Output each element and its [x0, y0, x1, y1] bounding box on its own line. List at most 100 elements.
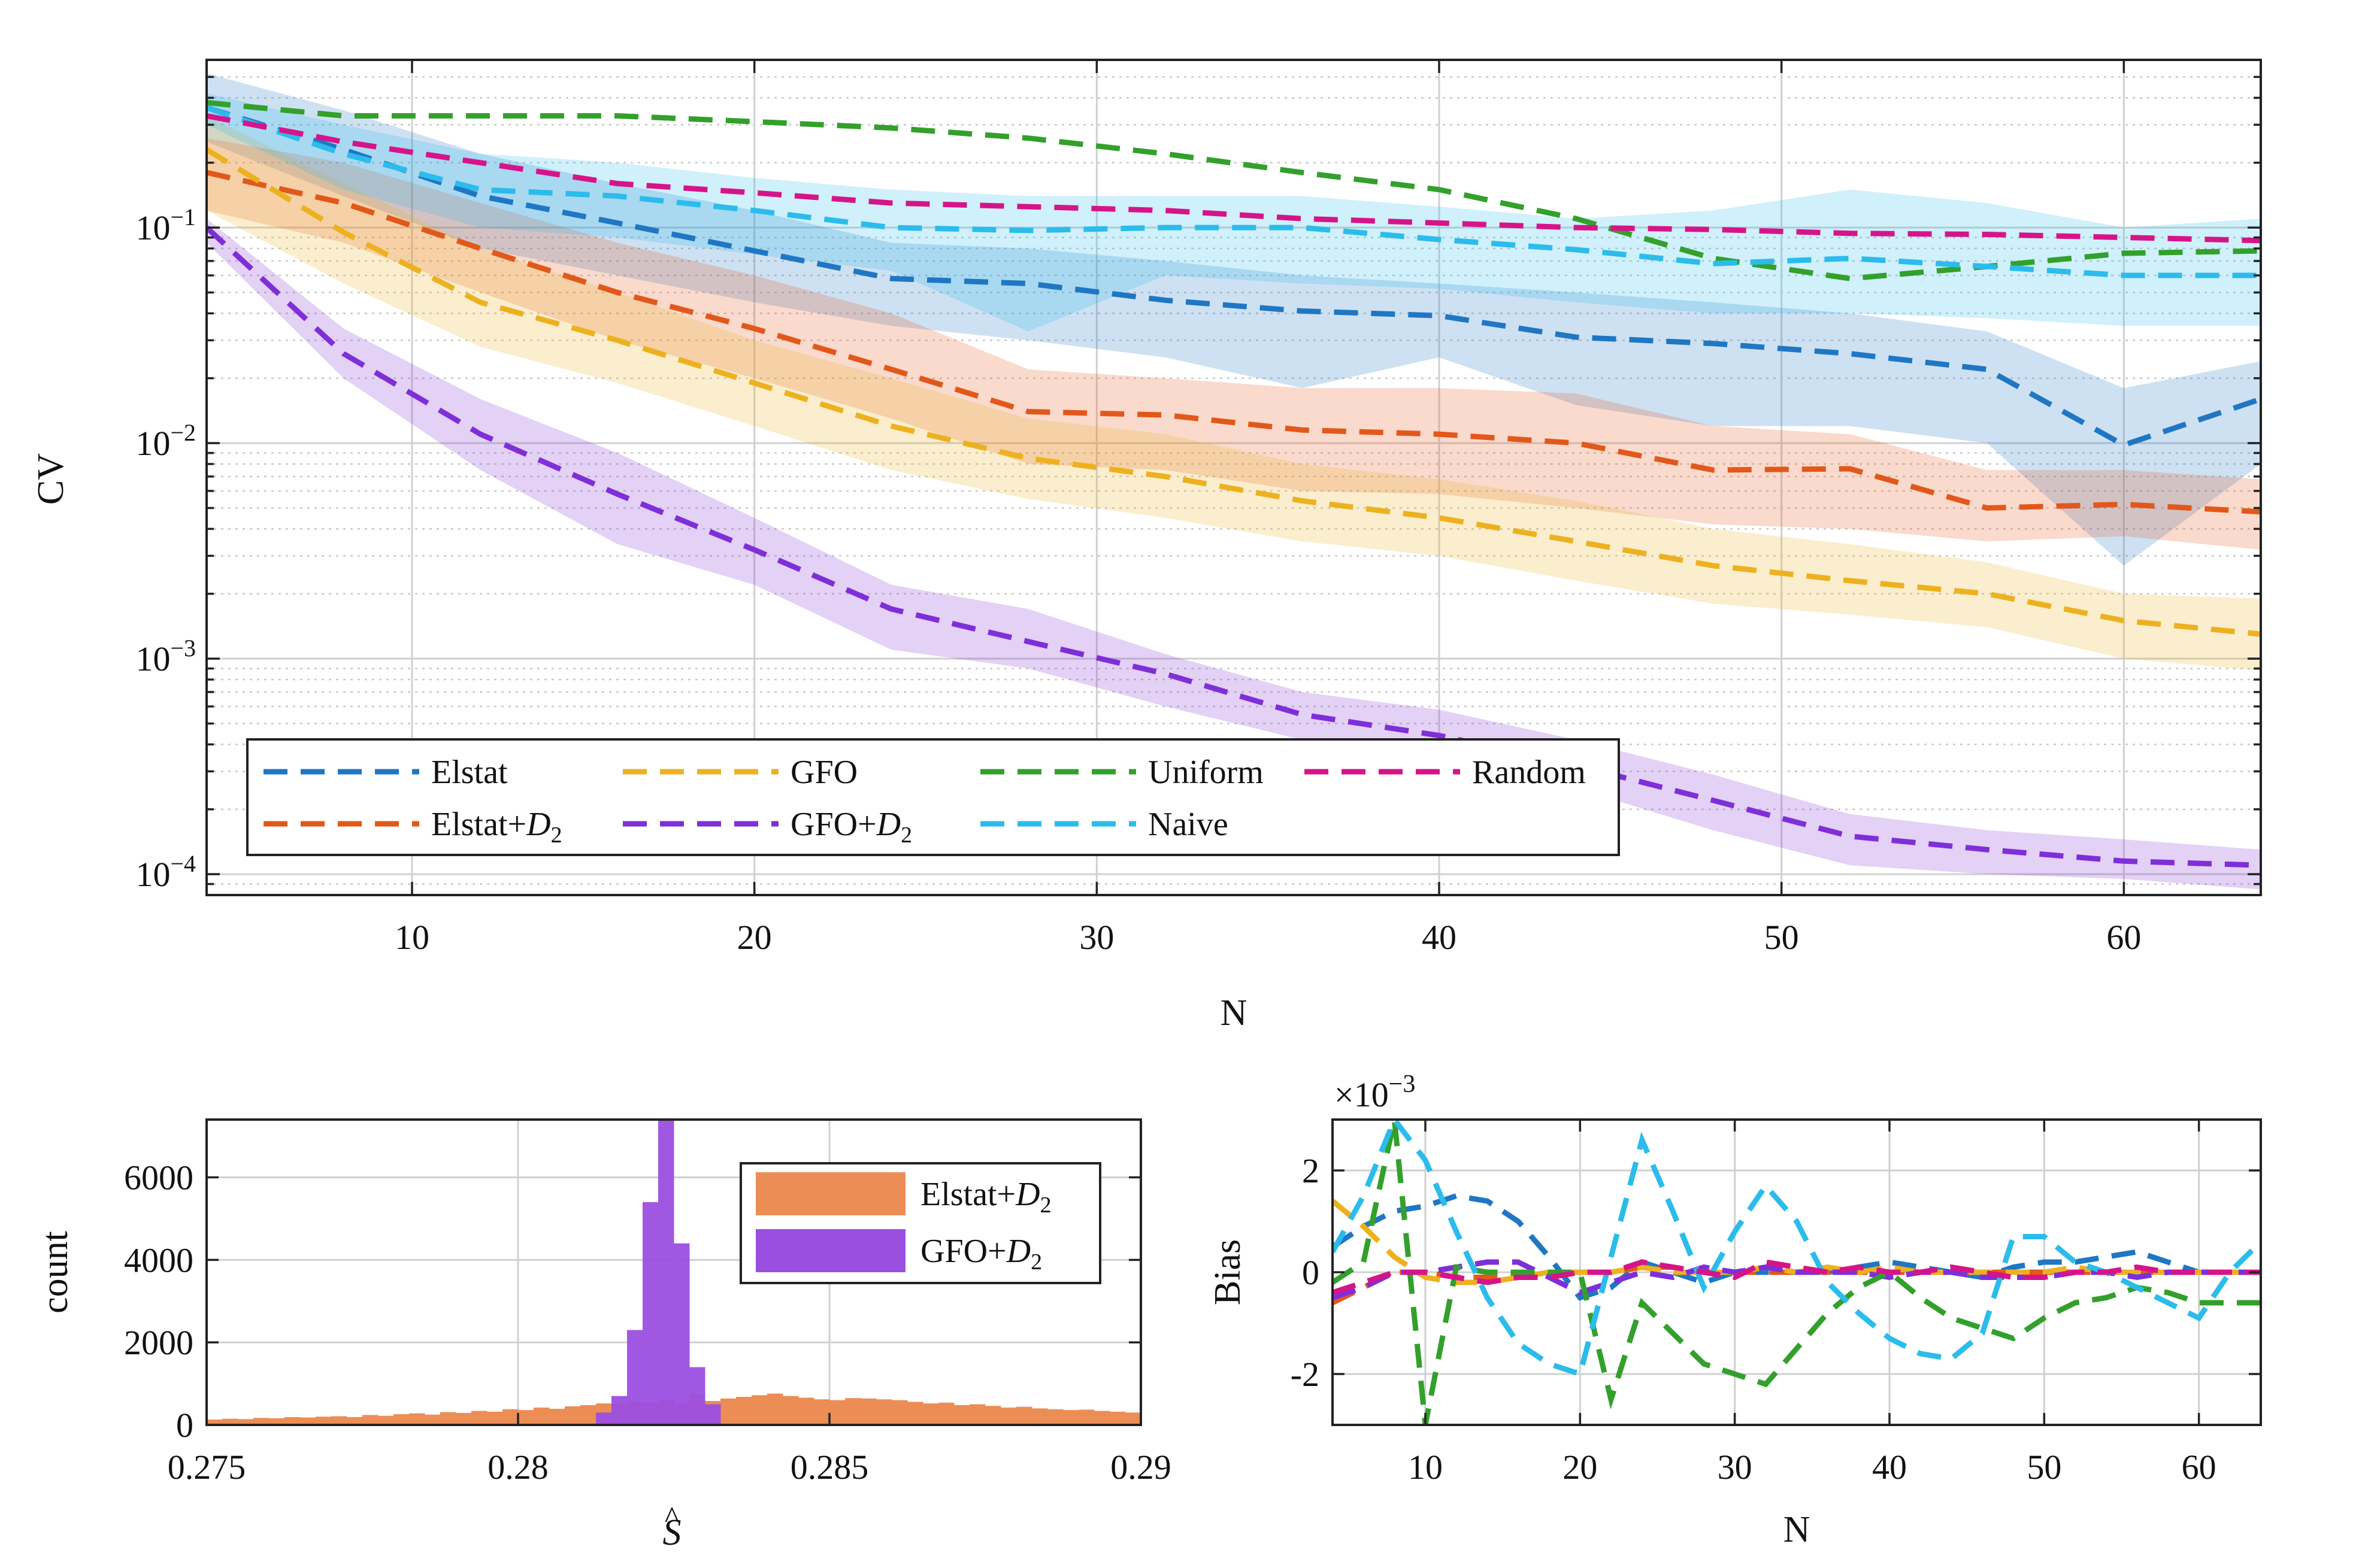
cv-x-axis-label: N — [1221, 993, 1247, 1033]
histogram-bar-elstat-plus-d2 — [1110, 1411, 1126, 1425]
cv-line-gfo — [207, 147, 2261, 637]
histogram-plot-frame — [205, 1118, 1142, 1426]
bias-x-axis-label: N — [1783, 1509, 1810, 1550]
bias-multiplier: ×10−3 — [1334, 1070, 1415, 1114]
bias-y-tick-label: 2 — [1302, 1151, 1319, 1190]
cv-panel: 10 20 30 40 50 60 10−1 10−2 10−3 10−4 CV N Elstat… — [31, 59, 2262, 1033]
histogram-bar-elstat-plus-d2 — [471, 1411, 487, 1425]
histogram-bar-elstat-plus-d2 — [440, 1412, 456, 1425]
histogram-bar-gfo-plus-d2 — [658, 1120, 674, 1425]
cv-band-gfo — [207, 116, 2261, 671]
cv-x-tick-label: 60 — [2106, 918, 2141, 957]
cv-uncertainty-bands — [207, 73, 2261, 890]
histogram-y-tick-label: 4000 — [124, 1241, 193, 1279]
histogram-bar-elstat-plus-d2 — [954, 1405, 970, 1425]
cv-line-elstat-plus-d2 — [207, 169, 2261, 515]
histogram-bar-elstat-plus-d2 — [829, 1400, 846, 1425]
histogram-bar-gfo-plus-d2 — [674, 1243, 690, 1425]
histogram-bar-elstat-plus-d2 — [736, 1397, 752, 1425]
histogram-bar-gfo-plus-d2 — [596, 1412, 612, 1425]
cv-x-tick-label: 30 — [1079, 918, 1114, 957]
histogram-bar-elstat-plus-d2 — [549, 1409, 565, 1425]
histogram-legend-label-gfo-plus-d2: GFO+D2 — [920, 1233, 1042, 1275]
histogram-bar-elstat-plus-d2 — [767, 1393, 783, 1425]
histogram-bar-elstat-plus-d2 — [783, 1396, 799, 1425]
histogram-bar-elstat-plus-d2 — [1125, 1412, 1141, 1425]
cv-y-tick-label: 10−4 — [135, 850, 196, 894]
histogram-bar-elstat-plus-d2 — [1079, 1409, 1095, 1425]
histogram-bar-elstat-plus-d2 — [1063, 1410, 1079, 1425]
cv-legend-label-naive: Naive — [1148, 806, 1228, 843]
cv-series-lines — [207, 99, 2261, 868]
histogram-bar-elstat-plus-d2 — [222, 1418, 238, 1425]
cv-legend-label-elstat: Elstat — [431, 754, 508, 791]
histogram-x-tick-label: 0.29 — [1110, 1448, 1171, 1487]
cv-y-tick-label: 10−3 — [135, 635, 196, 678]
histogram-bar-elstat-plus-d2 — [923, 1403, 939, 1425]
cv-legend-label-random: Random — [1472, 754, 1586, 791]
histogram-bar-elstat-plus-d2 — [456, 1413, 472, 1425]
histogram-bar-elstat-plus-d2 — [938, 1402, 955, 1425]
histogram-legend-swatch-gfo-plus-d2 — [756, 1229, 906, 1272]
histogram-y-tick-label: 2000 — [124, 1323, 193, 1362]
cv-line-gfo-plus-d2 — [207, 225, 2261, 868]
histogram-bar-elstat-plus-d2 — [331, 1416, 347, 1425]
cv-band-naive — [207, 93, 2261, 332]
histogram-bar-elstat-plus-d2 — [409, 1413, 425, 1425]
histogram-bar-elstat-plus-d2 — [269, 1418, 285, 1425]
histogram-bar-gfo-plus-d2 — [611, 1396, 628, 1425]
histogram-legend: Elstat+D2 GFO+D2 — [740, 1162, 1101, 1284]
histogram-bar-gfo-plus-d2 — [643, 1202, 659, 1425]
histogram-bar-elstat-plus-d2 — [752, 1395, 768, 1425]
histogram-bar-elstat-plus-d2 — [207, 1420, 223, 1425]
cv-legend-label-gfo-plus-d2: GFO+D2 — [791, 806, 912, 848]
histogram-bar-elstat-plus-d2 — [300, 1417, 316, 1425]
histogram-bar-elstat-plus-d2 — [580, 1405, 596, 1425]
bias-line-uniform — [1333, 1120, 2261, 1425]
cv-y-axis-label: CV — [31, 453, 71, 505]
histogram-bar-elstat-plus-d2 — [316, 1417, 332, 1425]
histogram-bar-elstat-plus-d2 — [985, 1406, 1001, 1425]
histogram-bar-elstat-plus-d2 — [534, 1408, 550, 1425]
histogram-bars — [207, 1120, 1141, 1425]
histogram-bar-elstat-plus-d2 — [425, 1414, 441, 1425]
histogram-bar-elstat-plus-d2 — [565, 1406, 581, 1425]
cv-line-uniform — [207, 99, 2261, 281]
cv-legend-box — [246, 738, 1620, 856]
histogram-legend-label-elstat-plus-d2: Elstat+D2 — [920, 1176, 1052, 1218]
bias-y-axis-label: Bias — [1207, 1239, 1248, 1305]
histogram-bar-elstat-plus-d2 — [720, 1398, 737, 1425]
cv-ticks: 10 20 30 40 50 60 10−1 10−2 10−3 10−4 — [135, 60, 2261, 957]
histogram-bar-elstat-plus-d2 — [1016, 1406, 1032, 1425]
cv-legend-label-gfo: GFO — [791, 754, 858, 791]
histogram-bar-elstat-plus-d2 — [238, 1419, 254, 1425]
bias-x-tick-label: 60 — [2182, 1448, 2216, 1487]
cv-legend: Elstat Elstat+D2 GFO GFO+D2 Uniform Naive Rand… — [246, 738, 1620, 856]
cv-grid — [207, 60, 2261, 896]
histogram-x-tick-label: 0.275 — [168, 1448, 246, 1487]
bias-x-tick-label: 20 — [1562, 1448, 1597, 1487]
histogram-bar-elstat-plus-d2 — [798, 1397, 814, 1425]
cv-y-tick-label: 10−1 — [135, 204, 196, 247]
cv-x-tick-label: 40 — [1422, 918, 1456, 957]
histogram-bar-elstat-plus-d2 — [861, 1398, 877, 1425]
cv-legend-label-uniform: Uniform — [1148, 754, 1264, 791]
histogram-bar-elstat-plus-d2 — [1094, 1411, 1110, 1425]
bias-line-random — [1333, 1259, 2261, 1296]
histogram-x-axis-label: S — [663, 1512, 682, 1553]
histogram-y-tick-label: 6000 — [124, 1158, 193, 1197]
bias-y-tick-label: 0 — [1302, 1253, 1319, 1292]
cv-line-elstat — [207, 105, 2261, 448]
cv-line-random — [207, 113, 2261, 244]
histogram-bar-elstat-plus-d2 — [970, 1404, 986, 1425]
cv-y-tick-label: 10−2 — [135, 419, 196, 463]
bias-x-tick-label: 50 — [2027, 1448, 2061, 1487]
histogram-bar-elstat-plus-d2 — [487, 1411, 503, 1425]
histogram-bar-elstat-plus-d2 — [393, 1414, 410, 1425]
bias-x-tick-label: 40 — [1872, 1448, 1907, 1487]
histogram-bar-elstat-plus-d2 — [378, 1415, 394, 1425]
bias-series-lines — [1333, 1120, 2261, 1425]
